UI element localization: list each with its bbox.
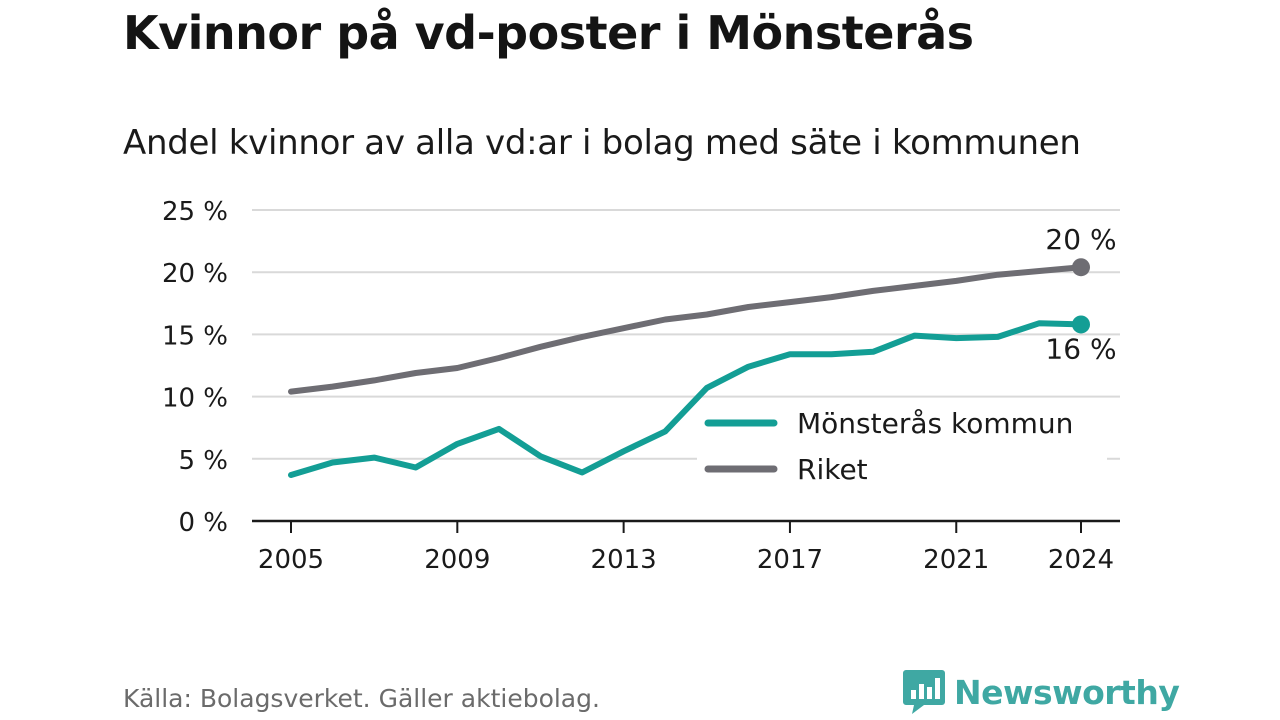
end-point bbox=[1072, 258, 1090, 277]
newsworthy-logo-icon bbox=[903, 670, 945, 714]
end-label: 20 % bbox=[1045, 223, 1116, 256]
y-tick-label: 5 % bbox=[178, 446, 228, 476]
legend-background bbox=[697, 398, 1107, 494]
series-line bbox=[288, 320, 1084, 478]
x-tick-label: 2021 bbox=[923, 545, 989, 575]
x-tick-label: 2005 bbox=[258, 545, 324, 575]
legend: Mönsterås kommun Riket bbox=[697, 398, 1107, 494]
x-tick-label: 2009 bbox=[424, 545, 490, 575]
y-tick-label: 25 % bbox=[162, 197, 228, 227]
y-tick-label: 0 % bbox=[178, 508, 228, 538]
end-point bbox=[1072, 315, 1090, 334]
y-tick-label: 20 % bbox=[162, 259, 228, 289]
x-tick-label: 2024 bbox=[1048, 545, 1114, 575]
x-tick-label: 2013 bbox=[591, 545, 657, 575]
x-tick-label: 2017 bbox=[757, 545, 823, 575]
series-lines bbox=[288, 264, 1084, 478]
end-label: 16 % bbox=[1045, 332, 1116, 365]
brand-logo: Newsworthy bbox=[902, 668, 1180, 716]
x-axis: 2005 2009 2013 2017 2021 2024 bbox=[252, 519, 1120, 575]
grid-lines bbox=[252, 209, 1120, 460]
y-tick-label: 10 % bbox=[162, 384, 228, 414]
legend-label: Riket bbox=[797, 453, 868, 486]
end-points: 16 % 20 % bbox=[1045, 223, 1116, 365]
legend-label: Mönsterås kommun bbox=[797, 407, 1073, 440]
chart-subtitle: Andel kvinnor av alla vd:ar i bolag med … bbox=[123, 123, 1081, 163]
series-line bbox=[288, 264, 1084, 395]
y-tick-label: 15 % bbox=[162, 321, 228, 351]
chart-title: Kvinnor på vd-poster i Mönsterås bbox=[123, 6, 974, 60]
brand-name: Newsworthy bbox=[954, 672, 1180, 712]
source-note: Källa: Bolagsverket. Gäller aktiebolag. bbox=[123, 684, 600, 713]
y-axis: 0 % 5 % 10 % 15 % 20 % 25 % bbox=[162, 197, 228, 538]
